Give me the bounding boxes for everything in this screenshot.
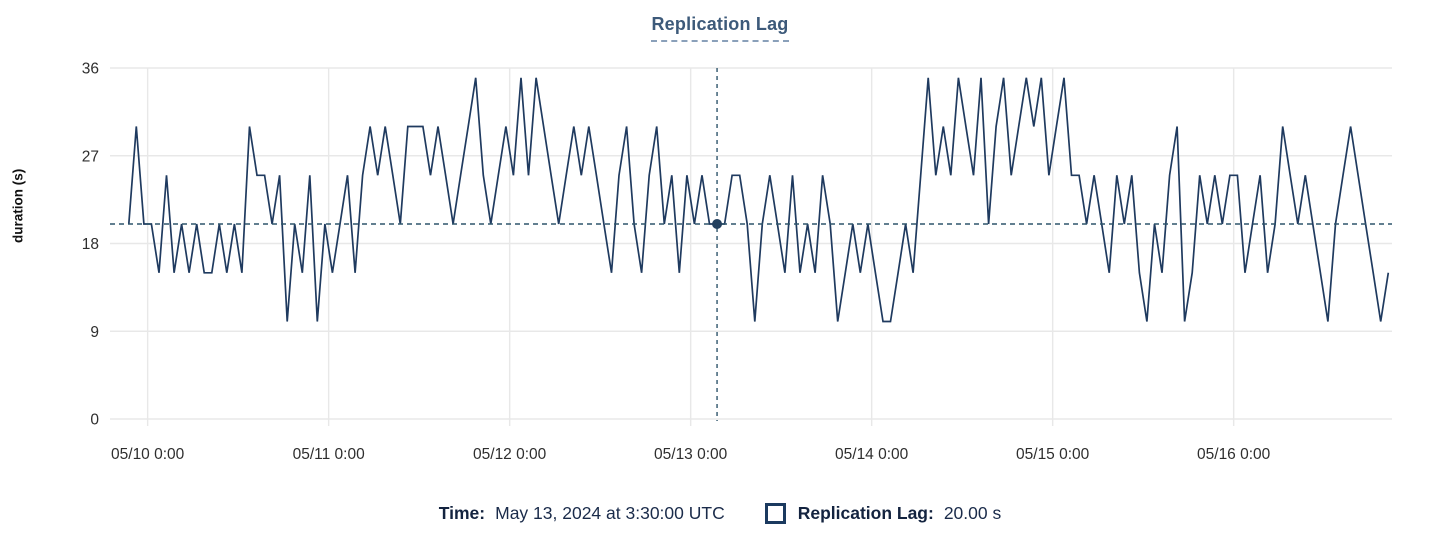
y-tick-label: 18 <box>82 236 99 253</box>
y-tick-label: 36 <box>82 61 99 78</box>
time-value: May 13, 2024 at 3:30:00 UTC <box>495 503 725 523</box>
y-grid-and-labels: 0 9 18 27 36 <box>82 61 1392 429</box>
selected-point-dot <box>712 219 723 229</box>
y-tick-label: 0 <box>90 412 99 429</box>
x-tick-label: 05/11 0:00 <box>293 446 365 463</box>
x-tick-label: 05/14 0:00 <box>835 446 909 463</box>
plot-area[interactable]: 0 9 18 27 36 05/10 0:00 05/11 0:00 05/12 0:00 05… <box>0 0 1440 478</box>
tooltip-bar: Time: May 13, 2024 at 3:30:00 UTC Replic… <box>0 503 1440 524</box>
y-tick-label: 9 <box>90 324 99 341</box>
chart-title[interactable]: Replication Lag <box>651 14 789 42</box>
x-tick-label: 05/13 0:00 <box>654 446 728 463</box>
x-tick-label: 05/12 0:00 <box>473 446 547 463</box>
y-tick-label: 27 <box>82 148 99 165</box>
series-value: 20.00 s <box>943 503 1002 523</box>
x-tick-label: 05/16 0:00 <box>1197 446 1271 463</box>
time-label: Time: <box>438 503 486 523</box>
series-label[interactable]: Replication Lag: <box>797 503 934 523</box>
x-tick-label: 05/10 0:00 <box>111 446 185 463</box>
series-swatch-icon[interactable] <box>764 503 786 524</box>
series-line-replication-lag <box>127 77 1390 323</box>
chart-title-row: Replication Lag <box>0 14 1440 42</box>
crosshair <box>110 68 1392 421</box>
x-tick-label: 05/15 0:00 <box>1016 446 1090 463</box>
